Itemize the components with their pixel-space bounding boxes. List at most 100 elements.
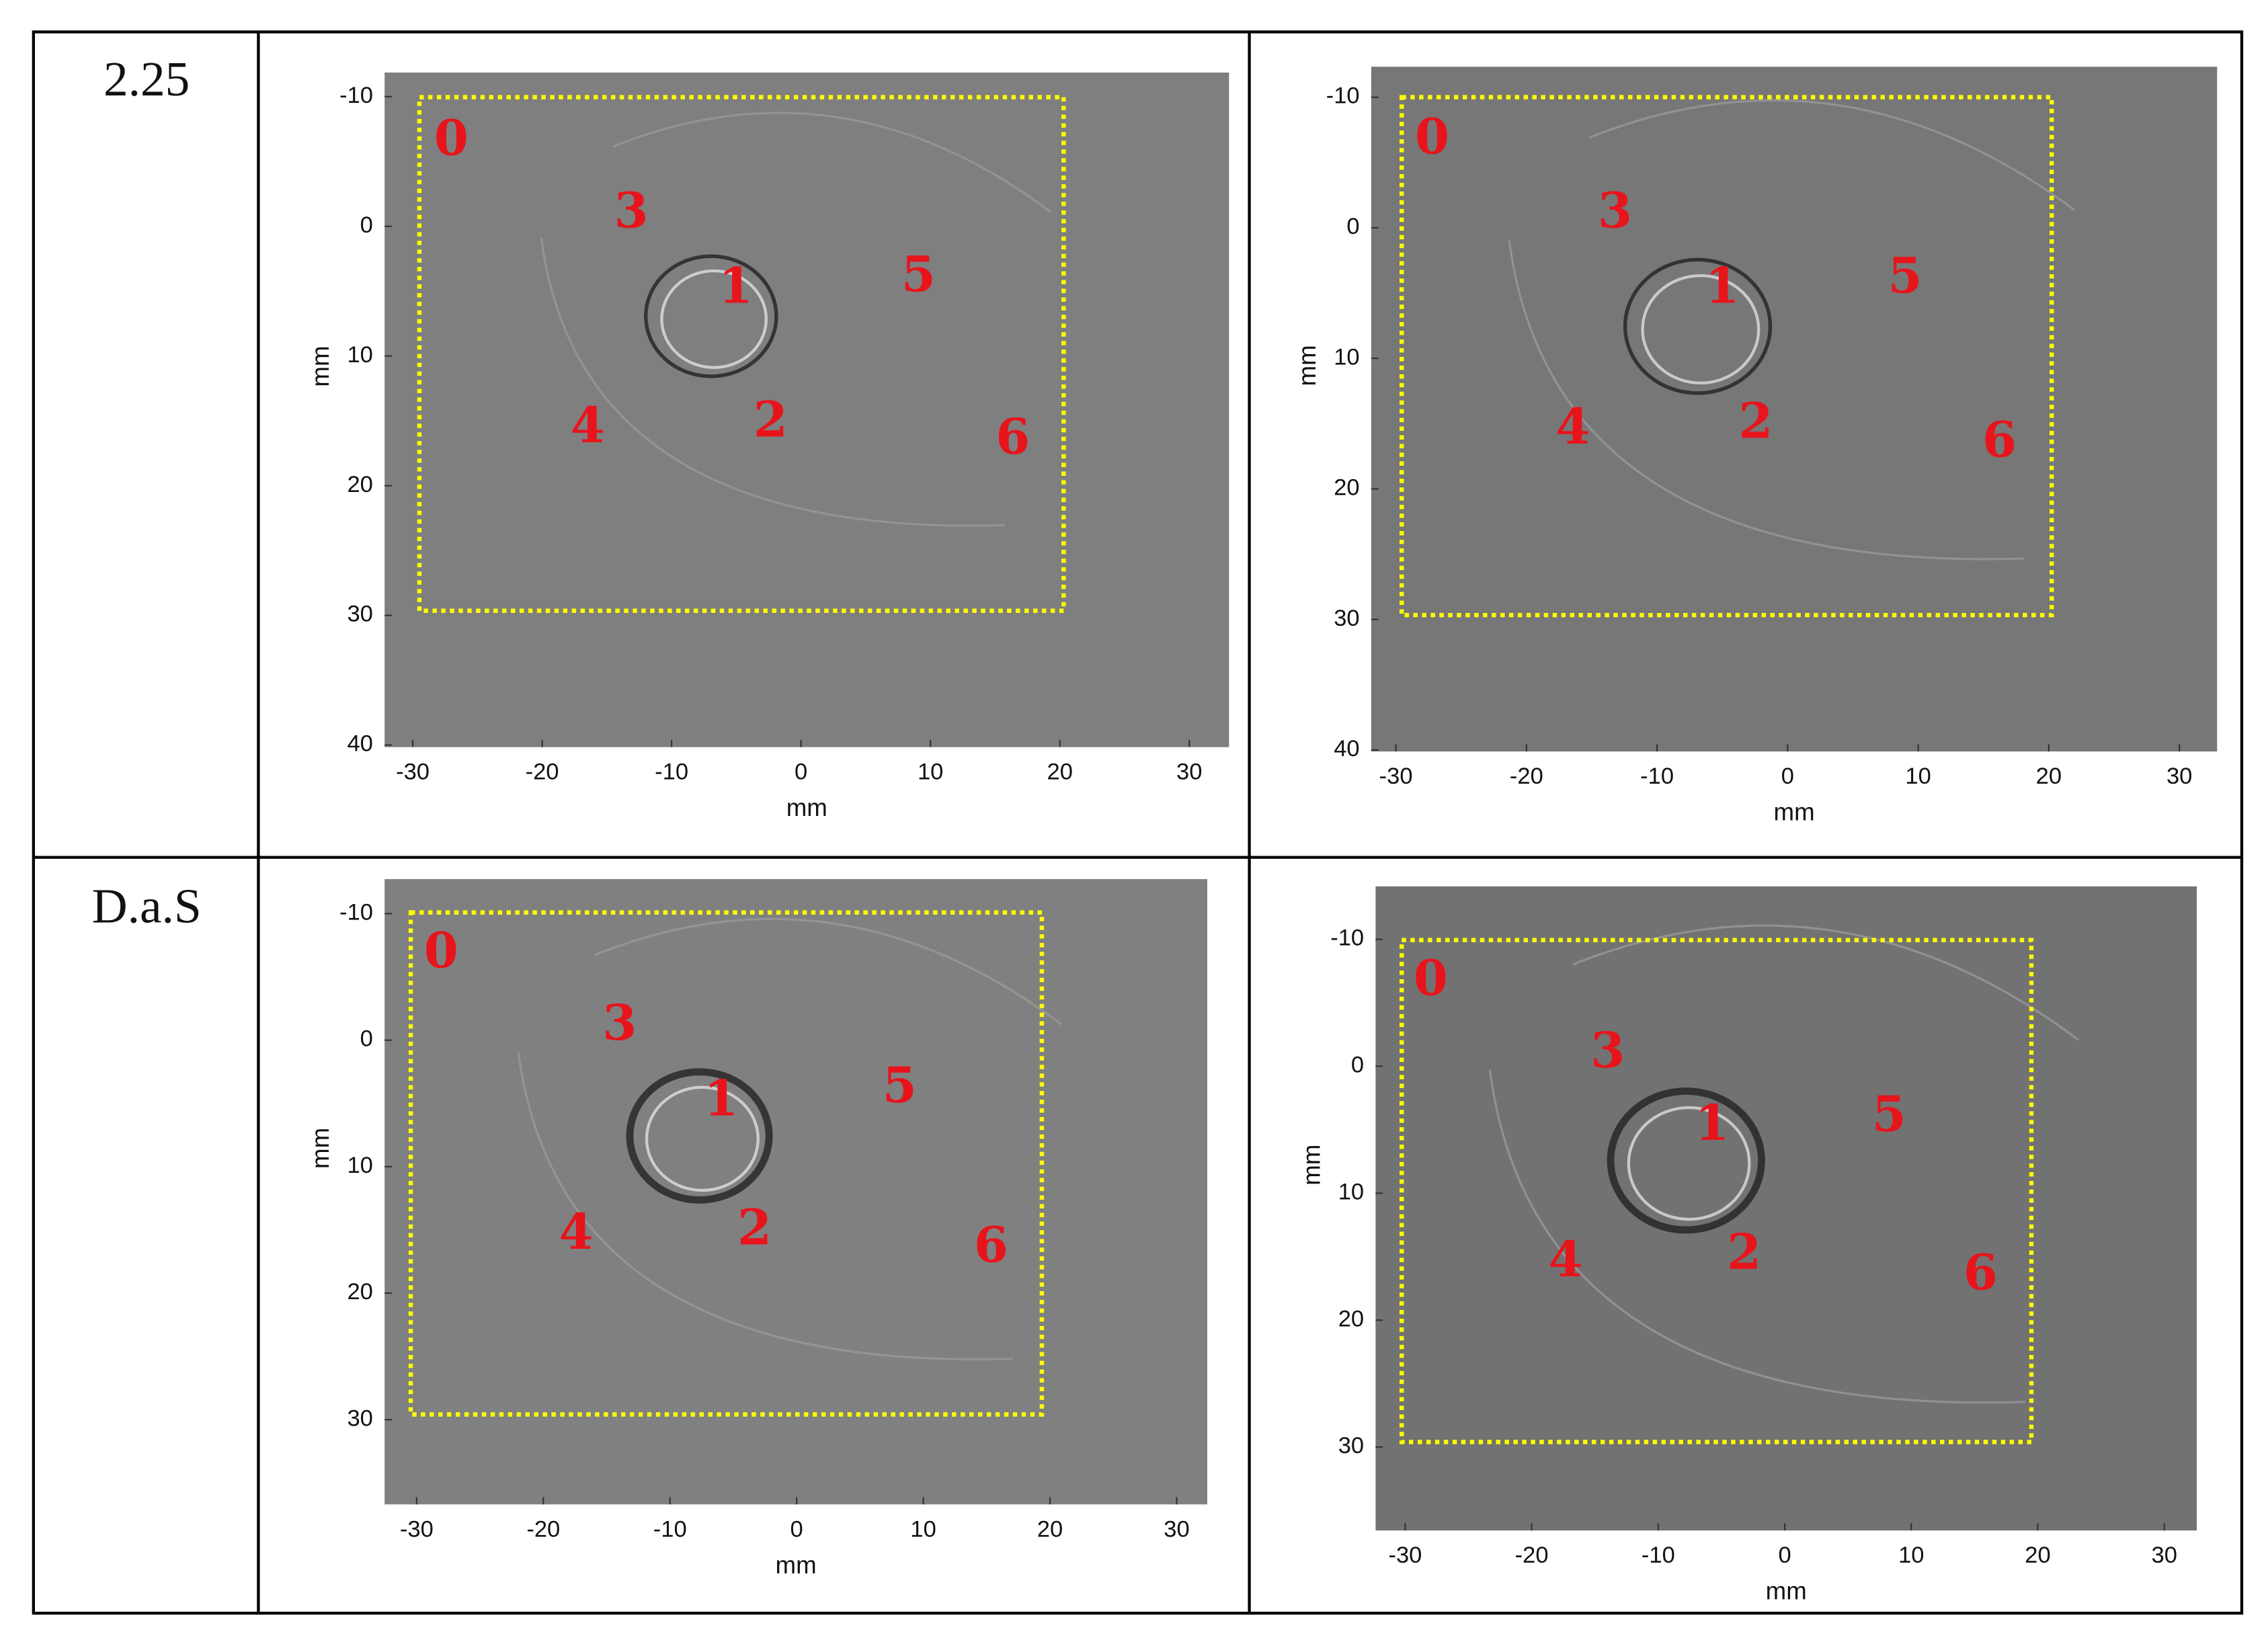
region-marker: 4 — [559, 1203, 594, 1261]
image-panel: -30 -20 -10 0 10 20 30 -10 0 10 20 30 mm mm 0 1 2 3 4 5 6 — [1297, 886, 2197, 1605]
region-marker: 2 — [1738, 392, 1773, 450]
y-tick-label: 10 — [1334, 344, 1359, 370]
y-tick-label: 30 — [347, 1405, 372, 1431]
region-marker: 4 — [1549, 1231, 1583, 1288]
x-tick-label: -10 — [655, 759, 688, 785]
y-tick-label: -10 — [1326, 83, 1360, 109]
tissue-outline — [612, 112, 1051, 213]
region-marker: 2 — [737, 1199, 772, 1257]
region-marker: 2 — [754, 390, 788, 448]
region-marker: 3 — [1598, 181, 1632, 239]
y-tick-label: 20 — [347, 472, 372, 497]
y-tick-label: -10 — [1330, 925, 1364, 951]
y-tick-label: 10 — [347, 342, 372, 368]
x-tick-label: 30 — [2152, 1542, 2177, 1568]
region-marker: 6 — [996, 408, 1030, 466]
y-tick-label: 0 — [1346, 214, 1359, 239]
x-tick-label: -20 — [1510, 764, 1543, 789]
y-axis-label: mm — [1293, 345, 1321, 386]
x-tick-label: -30 — [400, 1516, 434, 1542]
image-panel: -30 -20 -10 0 10 20 30 -10 0 10 20 30 40 mm mm 0 1 2 3 4 5 6 — [307, 72, 1229, 821]
region-marker: 4 — [571, 397, 605, 454]
region-marker: 5 — [883, 1057, 917, 1114]
x-axis-label: mm — [776, 1551, 817, 1579]
y-tick-label: -10 — [339, 900, 373, 925]
reconstruction-image — [384, 72, 1229, 747]
x-tick-label: 10 — [918, 759, 943, 785]
region-marker: 5 — [1888, 247, 1922, 305]
x-tick-label: 20 — [2025, 1542, 2050, 1568]
region-marker: 0 — [1414, 949, 1448, 1007]
y-tick-label: 0 — [1351, 1053, 1364, 1078]
x-axis-label: mm — [1766, 1577, 1807, 1605]
ring-structure — [643, 254, 778, 378]
region-marker: 3 — [602, 994, 637, 1052]
region-marker: 6 — [974, 1216, 1008, 1274]
region-marker: 3 — [614, 181, 649, 239]
x-tick-label: 20 — [1047, 759, 1073, 785]
roi-box — [1399, 938, 2034, 1444]
y-tick-label: 40 — [347, 731, 372, 757]
tissue-outline — [517, 1052, 1013, 1361]
ring-structure — [626, 1068, 773, 1204]
x-axis-label: mm — [1774, 798, 1815, 826]
x-tick-label: 0 — [795, 759, 807, 785]
row-label: 2.25 — [104, 52, 190, 106]
y-tick-label: -10 — [339, 83, 373, 108]
region-marker: 1 — [1695, 1094, 1730, 1152]
region-marker: 0 — [424, 921, 458, 979]
table-border — [32, 30, 2244, 1615]
ring-structure — [1627, 1106, 1751, 1221]
image-panel: -30 -20 -10 0 10 20 30 -10 0 10 20 30 40 mm mm 0 1 2 3 4 5 6 — [1293, 67, 2218, 826]
x-tick-label: 0 — [791, 1516, 803, 1542]
y-tick-label: 20 — [1334, 475, 1359, 501]
x-tick-label: -20 — [1515, 1542, 1549, 1568]
ring-structure — [1623, 257, 1773, 395]
x-tick-label: 30 — [1164, 1516, 1189, 1542]
y-tick-label: 20 — [347, 1279, 372, 1305]
ring-structure — [645, 1085, 760, 1192]
y-tick-label: 30 — [347, 602, 372, 627]
region-marker: 0 — [1415, 108, 1449, 165]
region-marker: 1 — [704, 1069, 738, 1127]
y-tick-label: 10 — [1338, 1179, 1364, 1204]
region-marker: 3 — [1590, 1022, 1625, 1079]
x-tick-label: -30 — [1388, 1542, 1422, 1568]
x-tick-label: -20 — [526, 759, 559, 785]
x-tick-label: -10 — [653, 1516, 687, 1542]
x-tick-label: 30 — [2166, 764, 2192, 789]
tissue-outline — [540, 237, 1005, 527]
y-tick-label: 40 — [1334, 736, 1359, 761]
region-marker: 2 — [1727, 1223, 1761, 1281]
x-tick-label: -10 — [1642, 1542, 1675, 1568]
x-tick-label: -20 — [526, 1516, 560, 1542]
y-tick-label: 30 — [1338, 1433, 1364, 1458]
image-panel: -30 -20 -10 0 10 20 30 -10 0 10 20 30 mm mm 0 1 2 3 4 5 6 — [307, 879, 1208, 1579]
x-tick-label: 10 — [1898, 1542, 1924, 1568]
region-marker: 1 — [1705, 257, 1740, 315]
tissue-outline — [1508, 239, 2025, 561]
y-tick-label: 30 — [1334, 606, 1359, 631]
y-tick-label: 10 — [347, 1153, 372, 1178]
reconstruction-image — [1371, 67, 2218, 752]
tissue-outline — [1488, 1069, 2026, 1404]
region-marker: 4 — [1555, 398, 1590, 456]
y-axis-label: mm — [307, 345, 334, 386]
y-tick-label: 20 — [1338, 1306, 1364, 1331]
region-marker: 5 — [1872, 1085, 1906, 1143]
x-tick-label: 20 — [1037, 1516, 1063, 1542]
reconstruction-image — [384, 879, 1208, 1505]
roi-box — [408, 910, 1045, 1417]
y-axis-label: mm — [1297, 1145, 1325, 1186]
reconstruction-image — [1375, 886, 2197, 1531]
region-marker: 6 — [1963, 1243, 1998, 1301]
region-marker: 0 — [434, 110, 469, 167]
region-marker: 6 — [1982, 411, 2017, 468]
ring-structure — [1641, 274, 1760, 384]
ring-structure — [660, 269, 768, 369]
x-axis-label: mm — [786, 794, 827, 821]
x-tick-label: 20 — [2036, 764, 2062, 789]
x-tick-label: 0 — [1781, 764, 1794, 789]
